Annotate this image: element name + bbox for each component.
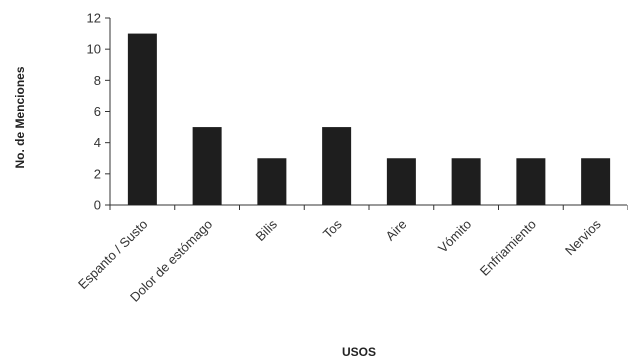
bar [516,158,546,205]
bar [257,158,287,205]
x-axis-title: USOS [342,345,376,359]
y-axis: 0 2 4 6 8 10 12 [87,11,111,213]
bars [127,33,611,206]
bar [127,33,157,206]
bar [386,158,416,205]
y-tick-label: 6 [94,104,101,119]
y-tick-label: 12 [87,11,101,26]
bar [451,158,481,205]
y-tick-label: 2 [94,166,101,181]
bar [581,158,611,205]
x-category-label: Vómito [435,217,474,256]
x-category-label: Enfriamiento [477,217,539,279]
x-category-label: Aire [383,217,410,244]
y-tick-label: 8 [94,73,101,88]
x-category-label: Bilis [253,216,281,244]
bar [322,127,352,205]
y-tick-label: 0 [94,198,101,213]
x-category-label: Nervios [562,216,604,258]
y-tick-label: 4 [94,135,101,150]
y-tick-label: 10 [87,42,101,57]
y-axis-title: No. de Menciones [13,66,27,168]
x-category-label: Tos [320,216,345,241]
bar [192,127,222,205]
